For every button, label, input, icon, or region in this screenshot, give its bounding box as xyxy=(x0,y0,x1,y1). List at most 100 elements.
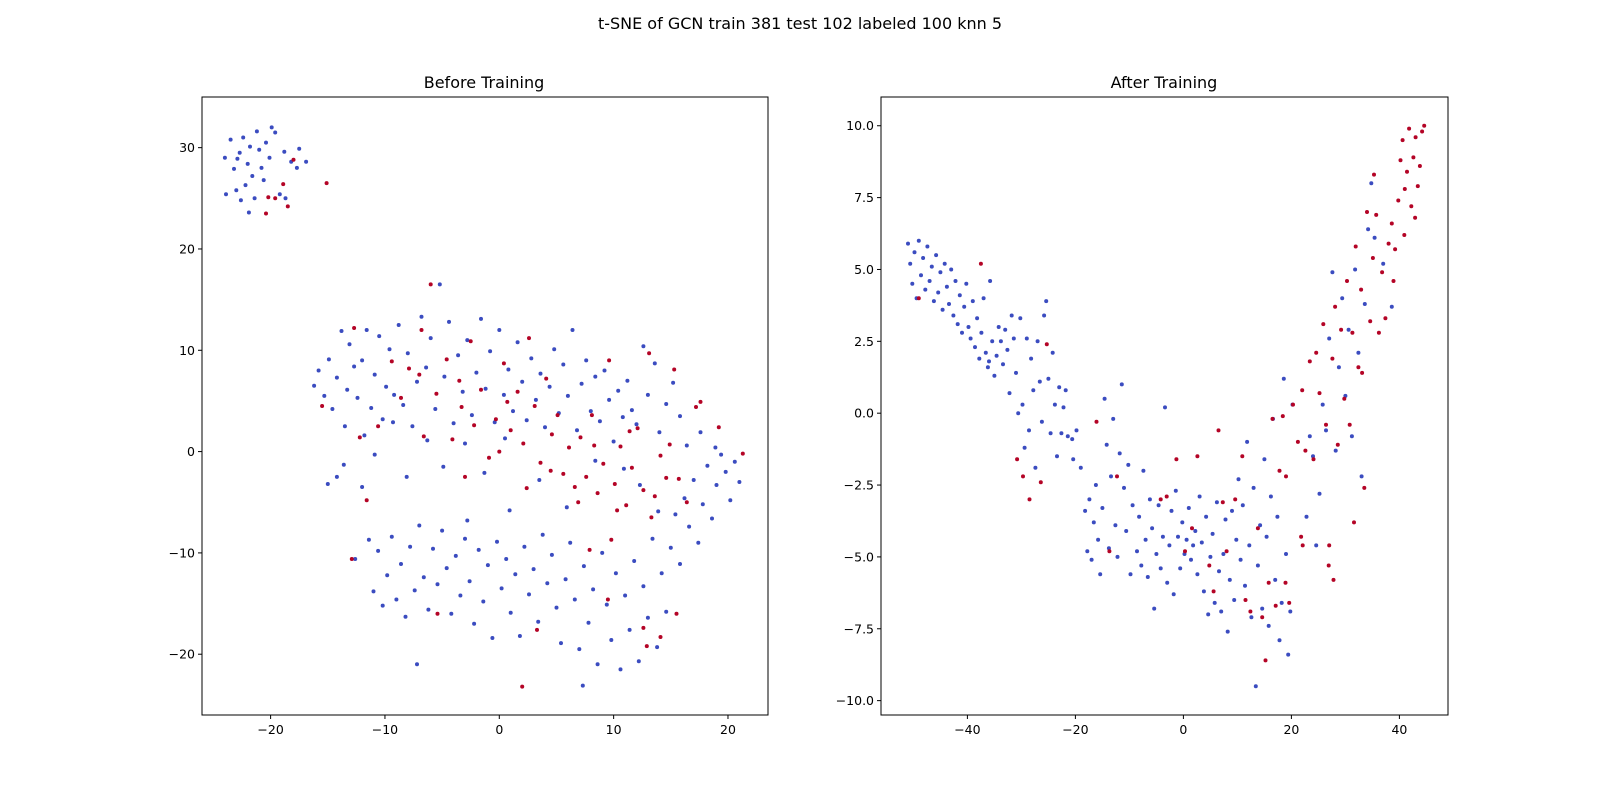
after-training-point xyxy=(938,270,943,275)
before-training-point xyxy=(404,474,409,479)
after-training-point xyxy=(1197,494,1202,499)
after-training-point xyxy=(1277,638,1282,643)
before-training-ytick-label: 30 xyxy=(179,140,195,155)
before-training-point xyxy=(369,406,374,410)
after-training-ytick-label: −5.0 xyxy=(844,549,874,564)
before-training-point xyxy=(479,387,483,392)
after-training-point xyxy=(1174,457,1179,462)
after-training-point xyxy=(1336,365,1341,370)
before-training-point xyxy=(629,408,634,413)
before-training-point xyxy=(347,342,352,347)
after-training-point xyxy=(1366,227,1371,232)
after-training-point xyxy=(1255,563,1260,568)
before-training-point xyxy=(267,155,272,160)
before-training-point xyxy=(501,392,506,397)
before-training-point xyxy=(618,667,623,672)
before-training-point xyxy=(257,147,262,152)
after-training-point xyxy=(1362,485,1367,490)
before-training-point xyxy=(490,636,495,640)
before-training-point xyxy=(597,419,602,424)
after-training-point xyxy=(1046,376,1051,381)
before-training-xtick-label: 10 xyxy=(606,722,622,737)
before-training-ticks: −20 −10 0 10 20 −20 −10 0 10 20 30 xyxy=(169,140,736,737)
before-training-point xyxy=(696,540,701,545)
after-training-point xyxy=(1038,480,1043,485)
before-training-point xyxy=(664,402,669,406)
after-training-point xyxy=(1266,623,1271,628)
after-training-point xyxy=(1260,615,1265,620)
after-training-point xyxy=(1353,267,1358,272)
before-training-point xyxy=(682,496,687,501)
before-training-point xyxy=(672,367,677,372)
after-training-point xyxy=(1273,603,1278,608)
after-training-point xyxy=(1300,388,1305,393)
before-training-point xyxy=(658,635,663,639)
after-training-point xyxy=(1180,520,1185,525)
before-training-point xyxy=(561,362,566,367)
before-training-point xyxy=(440,528,445,533)
after-training-point xyxy=(910,281,915,286)
after-training-point xyxy=(1352,520,1356,525)
before-training-point xyxy=(577,647,582,652)
after-training-point xyxy=(1214,500,1219,505)
after-training-point xyxy=(1005,347,1010,352)
after-training-point xyxy=(1368,319,1373,324)
before-training-point xyxy=(674,611,679,616)
before-training-point xyxy=(732,459,737,464)
after-training-point xyxy=(1020,402,1025,407)
before-training-point xyxy=(678,562,682,566)
after-training-point xyxy=(1407,126,1412,131)
before-training-point xyxy=(620,415,625,420)
before-training-point xyxy=(527,592,531,597)
after-training-point xyxy=(1126,462,1131,467)
before-training-point xyxy=(460,389,465,394)
before-training-point xyxy=(326,357,331,362)
before-training-point xyxy=(234,188,239,193)
before-training-point xyxy=(431,546,435,551)
before-training-point xyxy=(250,174,255,178)
before-training-point xyxy=(377,334,382,339)
after-training-point xyxy=(925,244,930,249)
before-training-point xyxy=(687,524,692,529)
after-training-point xyxy=(1225,629,1230,634)
after-training-point xyxy=(1135,549,1139,554)
after-training-point xyxy=(1189,557,1193,562)
before-training-point xyxy=(451,421,456,426)
before-training-point xyxy=(371,589,376,594)
after-training-point xyxy=(1314,350,1319,355)
after-training-point xyxy=(1176,534,1180,539)
after-training-point xyxy=(1057,385,1062,390)
before-training-point xyxy=(449,611,454,616)
before-training-point xyxy=(389,359,394,364)
after-training-point xyxy=(1245,439,1250,444)
after-training-point xyxy=(1195,454,1200,459)
after-training-point xyxy=(1350,330,1355,335)
after-training-point xyxy=(1247,543,1252,548)
before-training-point xyxy=(334,474,339,479)
after-training-point xyxy=(957,293,962,298)
before-training-point xyxy=(428,282,433,287)
before-training-point xyxy=(531,567,536,572)
after-training-point xyxy=(992,373,997,378)
after-training-point xyxy=(1389,304,1394,309)
after-training-point xyxy=(1230,508,1234,513)
before-training-point xyxy=(444,566,449,571)
after-training-point xyxy=(1234,537,1239,542)
before-training-point xyxy=(248,144,252,149)
after-training-point xyxy=(1035,339,1040,344)
before-training-point xyxy=(366,537,371,542)
before-training-point xyxy=(294,165,299,170)
before-training-point xyxy=(616,388,621,393)
after-training-point xyxy=(975,316,980,321)
before-training-point xyxy=(269,125,274,130)
after-training-point xyxy=(1360,370,1365,375)
after-training-point xyxy=(1160,534,1165,539)
before-training-point xyxy=(501,361,506,366)
before-training-point xyxy=(487,455,491,460)
after-training-point xyxy=(1141,468,1146,473)
before-training-point xyxy=(547,384,552,389)
after-training-point xyxy=(1365,210,1369,214)
after-training-point xyxy=(1286,652,1291,657)
before-training-point xyxy=(341,462,346,467)
after-training-point xyxy=(1009,313,1014,318)
